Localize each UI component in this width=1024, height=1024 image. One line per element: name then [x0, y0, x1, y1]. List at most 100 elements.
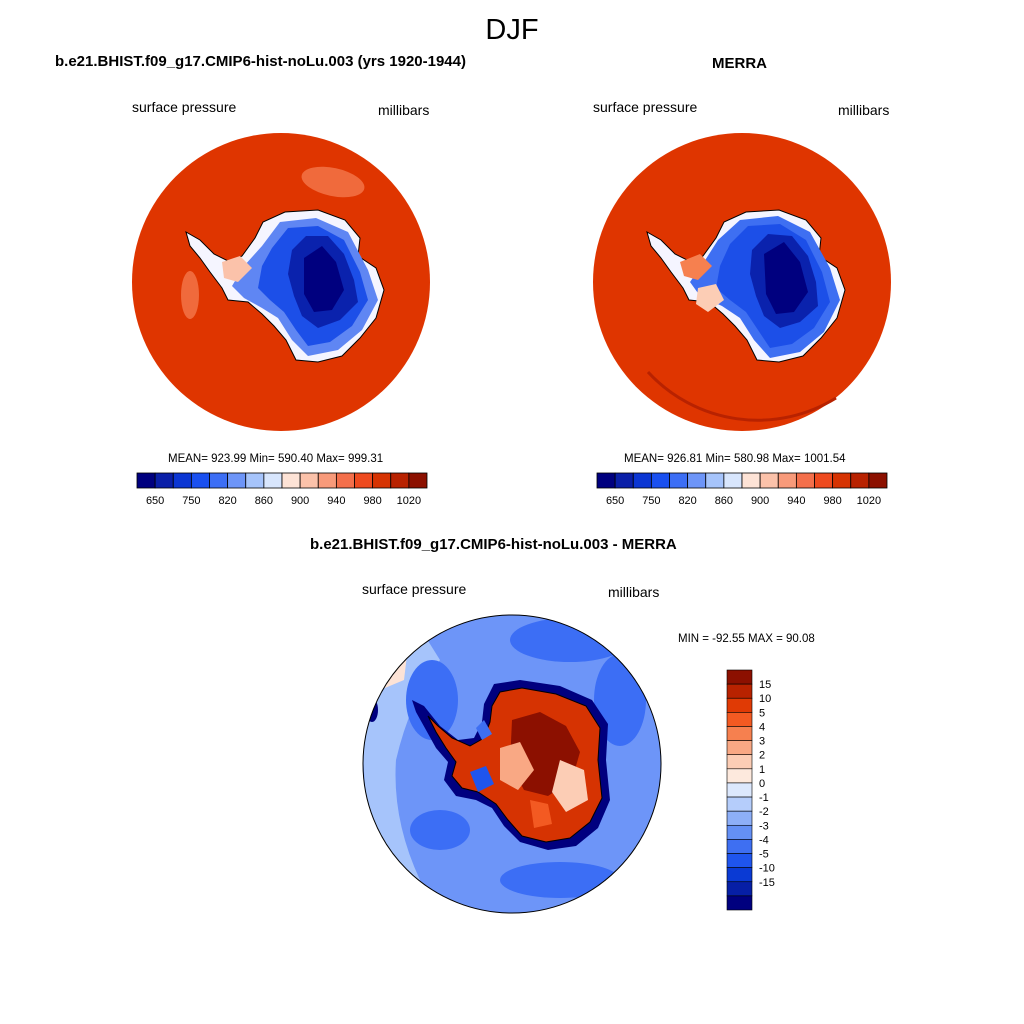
- colorbar-panel1-tick-label: 750: [182, 495, 200, 507]
- colorbar-panel2-swatch: [759, 472, 779, 489]
- colorbar-panel2-tick-label: 820: [678, 495, 696, 507]
- panel3-left-label: surface pressure: [362, 581, 467, 597]
- colorbar-panel2-swatch: [669, 472, 689, 489]
- panel2-left-label: surface pressure: [593, 99, 698, 115]
- colorbar-panel2-tick-label: 980: [823, 495, 841, 507]
- colorbar-panel3-swatch: [726, 669, 753, 685]
- colorbar-panel1-swatch: [136, 472, 156, 489]
- colorbar-panel1-swatch: [317, 472, 337, 489]
- colorbar-panel3-tick-label: 5: [759, 707, 765, 719]
- colorbar-panel2-swatch: [868, 472, 888, 489]
- colorbar-panel1-swatch: [227, 472, 247, 489]
- colorbar-panel3-tick-label: 10: [759, 693, 771, 705]
- colorbar-panel1-swatch: [190, 472, 210, 489]
- figure-title: DJF: [485, 14, 539, 46]
- colorbar-panel2-tick-label: 1020: [857, 495, 881, 507]
- panel3-map: [362, 614, 662, 914]
- colorbar-panel1-tick-label: 820: [218, 495, 236, 507]
- colorbar-panel1: 650 750 820 860 900 940 980 1020: [136, 472, 428, 507]
- panel1-stats: MEAN= 923.99 Min= 590.40 Max= 999.31: [168, 453, 384, 465]
- colorbar-panel3-swatch: [726, 754, 753, 770]
- colorbar-panel3-tick-label: -10: [759, 863, 775, 875]
- panel1-right-label: millibars: [378, 102, 430, 118]
- colorbar-panel1-swatch: [354, 472, 374, 489]
- colorbar-panel3-tick-label: 15: [759, 679, 771, 691]
- panel2-right-label: millibars: [838, 102, 890, 118]
- colorbar-panel3-swatch: [726, 683, 753, 699]
- colorbar-panel3-tick-label: 1: [759, 764, 765, 776]
- colorbar-panel1-swatch: [263, 472, 283, 489]
- colorbar-panel1-swatch: [390, 472, 410, 489]
- colorbar-panel3-tick-label: 0: [759, 778, 765, 790]
- colorbar-panel3-tick-label: 3: [759, 736, 765, 748]
- panel1-left-label: surface pressure: [132, 99, 237, 115]
- colorbar-panel2-swatch: [777, 472, 797, 489]
- panel3-right-label: millibars: [608, 584, 660, 600]
- colorbar-panel3-swatch: [726, 895, 753, 911]
- colorbar-panel1-swatch: [299, 472, 319, 489]
- colorbar-panel1-swatch: [172, 472, 192, 489]
- colorbar-panel3-swatch: [726, 810, 753, 826]
- panel3-stats: MIN = -92.55 MAX = 90.08: [678, 633, 815, 645]
- colorbar-panel1-swatch: [154, 472, 174, 489]
- colorbar-panel3-tick-label: -2: [759, 806, 769, 818]
- colorbar-panel2-swatch: [832, 472, 852, 489]
- colorbar-panel1-tick-label: 1020: [397, 495, 421, 507]
- colorbar-panel3-swatch: [726, 712, 753, 727]
- panel2-stats: MEAN= 926.81 Min= 580.98 Max= 1001.54: [624, 453, 846, 465]
- colorbar-panel3-tick-label: -1: [759, 792, 769, 804]
- colorbar-panel2-swatch: [723, 472, 743, 489]
- colorbar-panel1-tick-label: 900: [291, 495, 309, 507]
- colorbar-panel2-tick-label: 650: [606, 495, 624, 507]
- colorbar-panel2-swatch: [596, 472, 616, 489]
- colorbar-panel2-tick-label: 940: [787, 495, 805, 507]
- colorbar-panel3-swatch: [726, 726, 753, 741]
- colorbar-panel3-tick-label: -3: [759, 820, 769, 832]
- colorbar-panel2-swatch: [687, 472, 707, 489]
- panel2-map: [593, 133, 891, 431]
- colorbar-panel3-swatch: [726, 824, 753, 840]
- colorbar-panel3-swatch: [726, 697, 753, 713]
- colorbar-panel1-tick-label: 860: [255, 495, 273, 507]
- colorbar-panel3-swatch: [726, 740, 753, 756]
- colorbar-panel3-tick-label: -15: [759, 877, 775, 889]
- colorbar-panel1-tick-label: 980: [363, 495, 381, 507]
- panel3-title: b.e21.BHIST.f09_g17.CMIP6-hist-noLu.003 …: [310, 536, 677, 553]
- colorbar-panel1-swatch: [335, 472, 355, 489]
- colorbar-panel3-swatch: [726, 839, 753, 854]
- colorbar-panel2-tick-label: 860: [715, 495, 733, 507]
- colorbar-panel2-swatch: [814, 472, 834, 489]
- colorbar-panel2-swatch: [705, 472, 725, 489]
- colorbar-panel2-swatch: [632, 472, 652, 489]
- colorbar-panel3-swatch: [726, 782, 753, 798]
- colorbar-panel2-swatch: [850, 472, 870, 489]
- colorbar-panel3-tick-label: 4: [759, 721, 765, 733]
- colorbar-panel3-swatch: [726, 768, 753, 784]
- colorbar-panel1-swatch: [209, 472, 229, 489]
- panel3-map-border: [362, 614, 662, 914]
- colorbar-panel3-tick-label: -4: [759, 834, 769, 846]
- colorbar-panel3-swatch: [726, 881, 753, 897]
- colorbar-panel1-swatch: [372, 472, 392, 489]
- colorbar-panel3-tick-label: 2: [759, 750, 765, 762]
- colorbar-panel2-swatch: [795, 472, 815, 489]
- colorbar-panel2: 650 750 820 860 900 940 980 1020: [596, 472, 888, 507]
- colorbar-panel1-tick-label: 650: [146, 495, 164, 507]
- colorbar-panel2-swatch: [741, 472, 761, 489]
- panel1-title: b.e21.BHIST.f09_g17.CMIP6-hist-noLu.003 …: [55, 53, 466, 70]
- colorbar-panel1-swatch: [281, 472, 301, 489]
- colorbar-panel2-tick-label: 900: [751, 495, 769, 507]
- colorbar-panel3-swatch: [726, 867, 753, 883]
- colorbar-panel1-swatch: [245, 472, 265, 489]
- colorbar-panel1-tick-label: 940: [327, 495, 345, 507]
- panel1-map: [132, 133, 430, 431]
- colorbar-panel3-swatch: [726, 853, 753, 868]
- panel2-title: MERRA: [712, 55, 767, 72]
- colorbar-panel2-swatch: [614, 472, 634, 489]
- colorbar-panel2-tick-label: 750: [642, 495, 660, 507]
- colorbar-panel2-swatch: [650, 472, 670, 489]
- colorbar-panel3-swatch: [726, 796, 753, 812]
- colorbar-panel1-swatch: [408, 472, 428, 489]
